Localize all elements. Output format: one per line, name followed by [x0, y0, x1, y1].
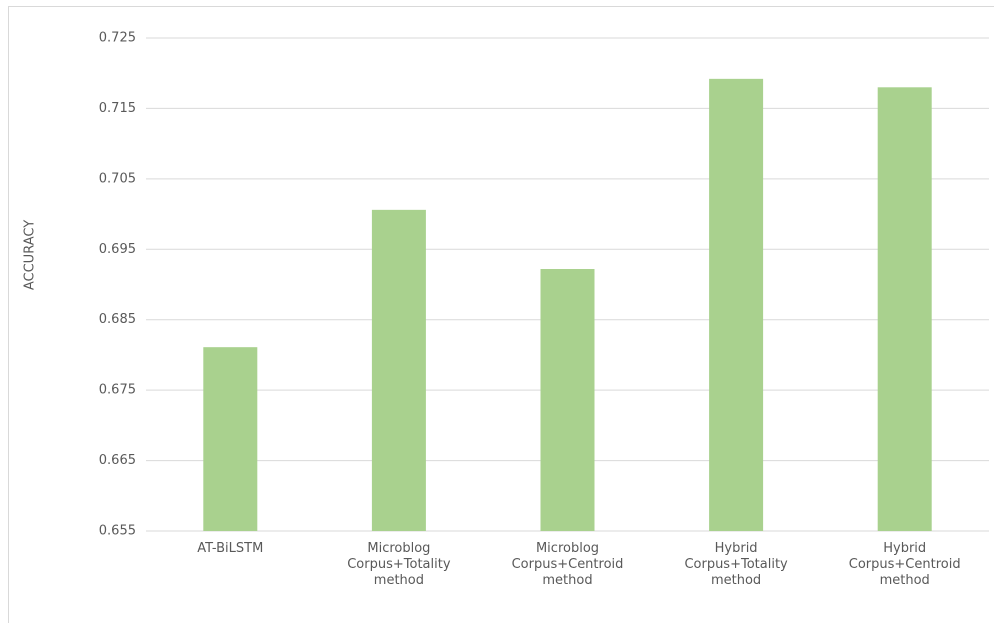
y-tick-label: 0.695: [99, 242, 136, 257]
y-tick-label: 0.725: [99, 31, 136, 46]
x-tick-label: Hybrid Corpus+Totality method: [684, 541, 788, 588]
y-tick-label: 0.715: [99, 101, 136, 116]
chart-border: [8, 6, 994, 623]
y-tick-label: 0.655: [99, 524, 136, 539]
y-axis-label: ACCURACY: [23, 220, 38, 290]
y-tick-label: 0.705: [99, 171, 136, 186]
x-tick-label: Microblog Corpus+Centroid method: [511, 541, 624, 588]
bar: [540, 269, 595, 531]
bar: [203, 347, 258, 531]
x-tick-label: Microblog Corpus+Totality method: [347, 541, 451, 588]
y-tick-label: 0.675: [99, 383, 136, 398]
bar: [877, 87, 932, 532]
y-tick-label: 0.665: [99, 453, 136, 468]
x-tick-label: Hybrid Corpus+Centroid method: [848, 541, 961, 588]
y-tick-label: 0.685: [99, 312, 136, 327]
bar: [371, 209, 426, 532]
x-tick-label: AT-BiLSTM: [197, 541, 264, 556]
bar: [709, 78, 764, 531]
